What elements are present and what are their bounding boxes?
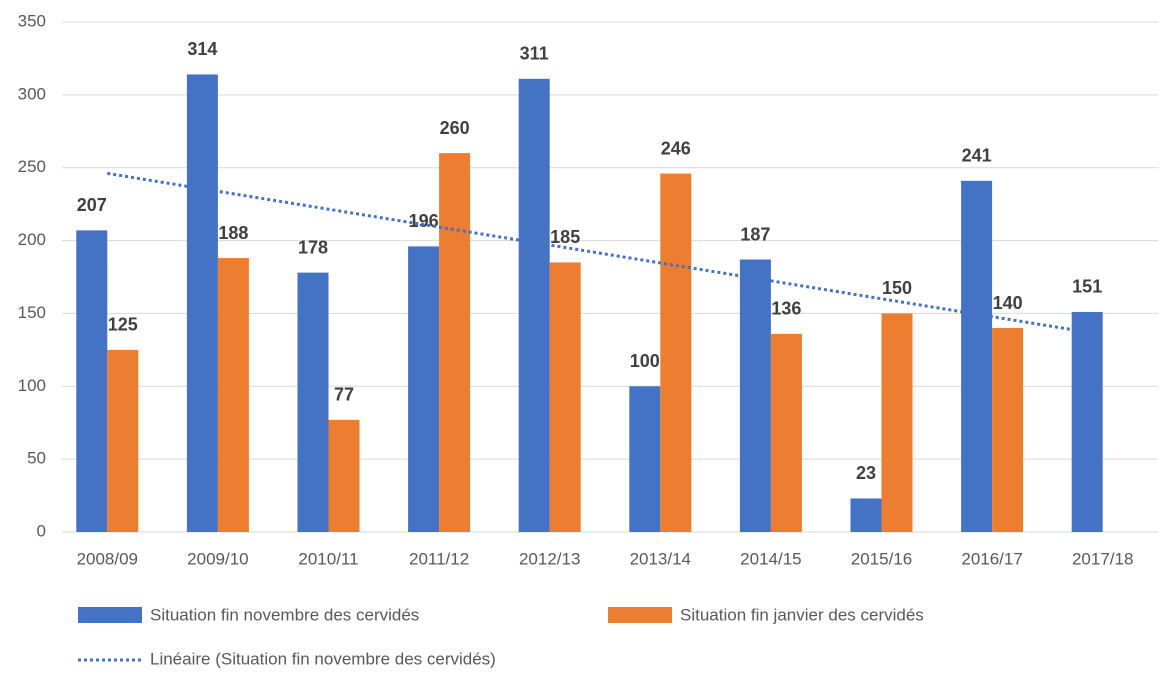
bar bbox=[629, 386, 661, 532]
bar bbox=[850, 498, 882, 532]
data-label: 314 bbox=[187, 39, 217, 59]
legend-swatch bbox=[78, 607, 142, 623]
x-tick-label: 2013/14 bbox=[630, 549, 691, 568]
bar bbox=[107, 349, 139, 532]
bar bbox=[408, 246, 440, 532]
data-label: 77 bbox=[334, 385, 354, 405]
data-label: 241 bbox=[962, 146, 992, 166]
bar bbox=[739, 259, 771, 532]
data-label: 196 bbox=[409, 211, 439, 231]
y-tick-label: 100 bbox=[18, 376, 46, 395]
y-tick-label: 350 bbox=[18, 11, 46, 30]
data-label: 140 bbox=[993, 293, 1023, 313]
data-label: 136 bbox=[771, 299, 801, 319]
x-tick-label: 2017/18 bbox=[1072, 549, 1133, 568]
legend-label: Linéaire (Situation fin novembre des cer… bbox=[150, 649, 496, 668]
bar bbox=[439, 153, 471, 532]
x-tick-label: 2012/13 bbox=[519, 549, 580, 568]
data-label: 311 bbox=[520, 44, 549, 64]
bar bbox=[518, 78, 550, 532]
x-tick-label: 2008/09 bbox=[77, 549, 138, 568]
bar bbox=[186, 74, 218, 532]
bar bbox=[660, 173, 692, 533]
bar bbox=[217, 258, 249, 532]
x-tick-label: 2010/11 bbox=[298, 549, 358, 568]
data-label: 151 bbox=[1072, 277, 1102, 297]
bar bbox=[1071, 311, 1103, 532]
x-tick-label: 2009/10 bbox=[187, 549, 248, 568]
bar bbox=[328, 419, 360, 532]
data-label: 150 bbox=[882, 278, 912, 298]
legend-swatch bbox=[608, 607, 672, 623]
bar bbox=[992, 328, 1024, 532]
y-tick-label: 200 bbox=[18, 230, 46, 249]
legend-label: Situation fin novembre des cervidés bbox=[150, 605, 419, 624]
y-tick-label: 250 bbox=[18, 157, 46, 176]
trendline bbox=[107, 171, 1081, 333]
data-label: 23 bbox=[856, 463, 876, 483]
bar bbox=[770, 333, 802, 532]
bar bbox=[881, 313, 913, 532]
data-label: 207 bbox=[77, 195, 107, 215]
legend-label: Situation fin janvier des cervidés bbox=[680, 605, 924, 624]
bar bbox=[961, 180, 993, 533]
data-label: 188 bbox=[218, 223, 248, 243]
x-tick-label: 2014/15 bbox=[740, 549, 801, 568]
bar bbox=[297, 272, 329, 532]
y-tick-label: 0 bbox=[37, 521, 46, 540]
bar bbox=[76, 230, 108, 532]
bar bbox=[549, 262, 581, 532]
y-tick-label: 300 bbox=[18, 84, 46, 103]
data-label: 100 bbox=[630, 351, 660, 371]
y-tick-label: 150 bbox=[18, 303, 46, 322]
data-label: 125 bbox=[108, 315, 138, 335]
x-tick-label: 2015/16 bbox=[851, 549, 912, 568]
data-label: 187 bbox=[740, 224, 770, 244]
data-label: 246 bbox=[661, 138, 691, 158]
data-label: 185 bbox=[550, 227, 580, 247]
data-label: 260 bbox=[440, 118, 470, 138]
x-tick-label: 2016/17 bbox=[961, 549, 1022, 568]
data-label: 178 bbox=[298, 237, 328, 257]
x-tick-label: 2011/12 bbox=[409, 549, 469, 568]
y-tick-label: 50 bbox=[27, 449, 46, 468]
